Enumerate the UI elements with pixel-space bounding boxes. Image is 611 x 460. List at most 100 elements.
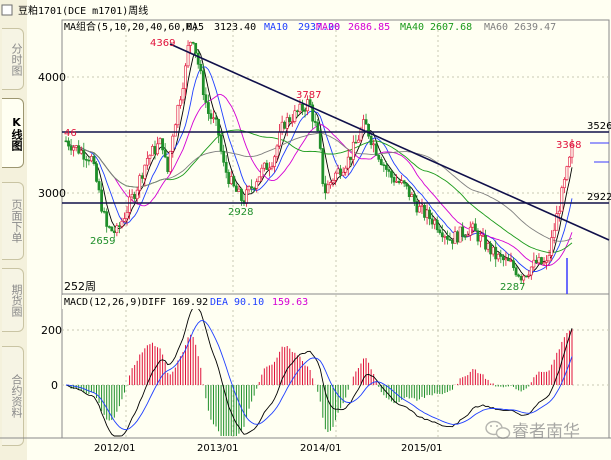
candle-body [331,180,335,183]
candle-body [209,113,213,119]
candle-body [257,176,261,183]
candle-body [379,159,383,165]
candle-body [265,162,269,170]
candle-body [402,180,406,184]
candle-body [234,185,238,192]
candle-body [517,274,521,277]
candle-body [499,254,503,257]
candle-body [280,121,284,133]
candle-body [438,229,442,234]
left-sidebar: 分时图 K线图 页面下单 期货圈 合约资料 [0,0,27,460]
ma5-label: MA5 [186,22,204,33]
candle-body [148,154,152,159]
tab-intraday-chart[interactable]: 分时图 [2,28,24,90]
candle-body [117,225,121,227]
candle-body [453,231,457,244]
period-label: 252周 [64,280,96,293]
candle-body [321,148,325,185]
candle-body [463,235,467,238]
candle-body [128,196,131,213]
candle-body [186,45,190,67]
candle-body [349,156,353,160]
ma-legend: MA组合(5,10,20,40,60,0) MA5 3123.40 MA10 2… [64,20,556,33]
candle-body [390,171,393,178]
drawn-lines [62,43,610,294]
candle-body [107,226,111,228]
candle-body [298,103,302,112]
candle-body [285,117,289,129]
tab-futures-circle[interactable]: 期货圈 [2,268,24,332]
candle-body [87,159,91,162]
level-label-lower: 2922 [587,192,611,203]
candle-body [293,110,297,122]
candle-body [374,143,378,156]
candle-body [130,194,134,198]
time-tick-2013: 2013/01 [197,443,239,454]
candle-body [201,70,205,96]
candle-body [339,168,343,176]
wechat-icon [485,420,511,439]
candle-body [430,218,434,225]
candle-body [262,162,266,169]
ma40-label: MA40 [400,22,424,33]
candle-body [400,180,404,184]
low-label-1: 2659 [90,236,115,247]
candle-body [301,103,304,111]
candle-body [428,209,432,220]
candle-body [491,246,495,255]
candle-body [97,181,101,191]
candle-body [268,167,271,170]
candle-body [313,120,317,123]
ma40-value: 2607.68 [430,22,472,33]
macd-group-label: MACD(12,26,9) [64,297,142,308]
high-label-2: 3787 [296,90,321,101]
candle-body [369,135,373,145]
price-axis: 4000 3000 200 0 [38,71,66,392]
candle-body [547,255,551,262]
candle-body [260,167,264,178]
candle-body [196,52,200,65]
diff-value: 169.92 [172,297,208,308]
candle-body [550,237,554,256]
candle-body [156,143,159,155]
candle-body [120,220,124,227]
ma5-line [65,49,573,278]
candle-body [245,189,248,204]
candle-body [570,145,574,158]
dea-value: 90.10 [234,297,264,308]
candle-body [240,188,243,201]
instrument-title: 豆粕1701(DCE m1701)周线 [18,4,148,17]
candle-body [562,179,566,189]
candle-body [224,162,228,173]
candle-body [102,210,106,213]
candle-body [466,234,470,237]
candle-body [189,41,192,46]
candle-body [110,226,114,232]
candle-body [288,117,292,123]
candle-body [486,243,490,250]
candle-body [229,176,233,185]
candle-body [176,105,180,126]
candle-body [161,138,165,151]
candle-body [494,246,498,260]
candle-body [270,166,274,169]
candle-body [311,104,315,122]
price-tick-3000: 3000 [38,187,66,200]
candle-body [367,124,370,137]
candle-body [458,226,462,243]
candle-body [247,186,251,191]
tab-contract-info[interactable]: 合约资料 [2,346,24,446]
tab-page-order[interactable]: 页面下单 [2,182,24,260]
candle-body [153,146,157,155]
candle-body [364,119,368,125]
candle-body [303,110,307,112]
candle-body [123,218,126,222]
candle-body [552,229,556,238]
candle-body [194,42,198,54]
candle-body [456,231,459,243]
title-bar: 豆粕1701(DCE m1701)周线 [1,4,148,17]
tab-kline-chart[interactable]: K线图 [2,98,24,168]
candle-body [67,140,70,147]
